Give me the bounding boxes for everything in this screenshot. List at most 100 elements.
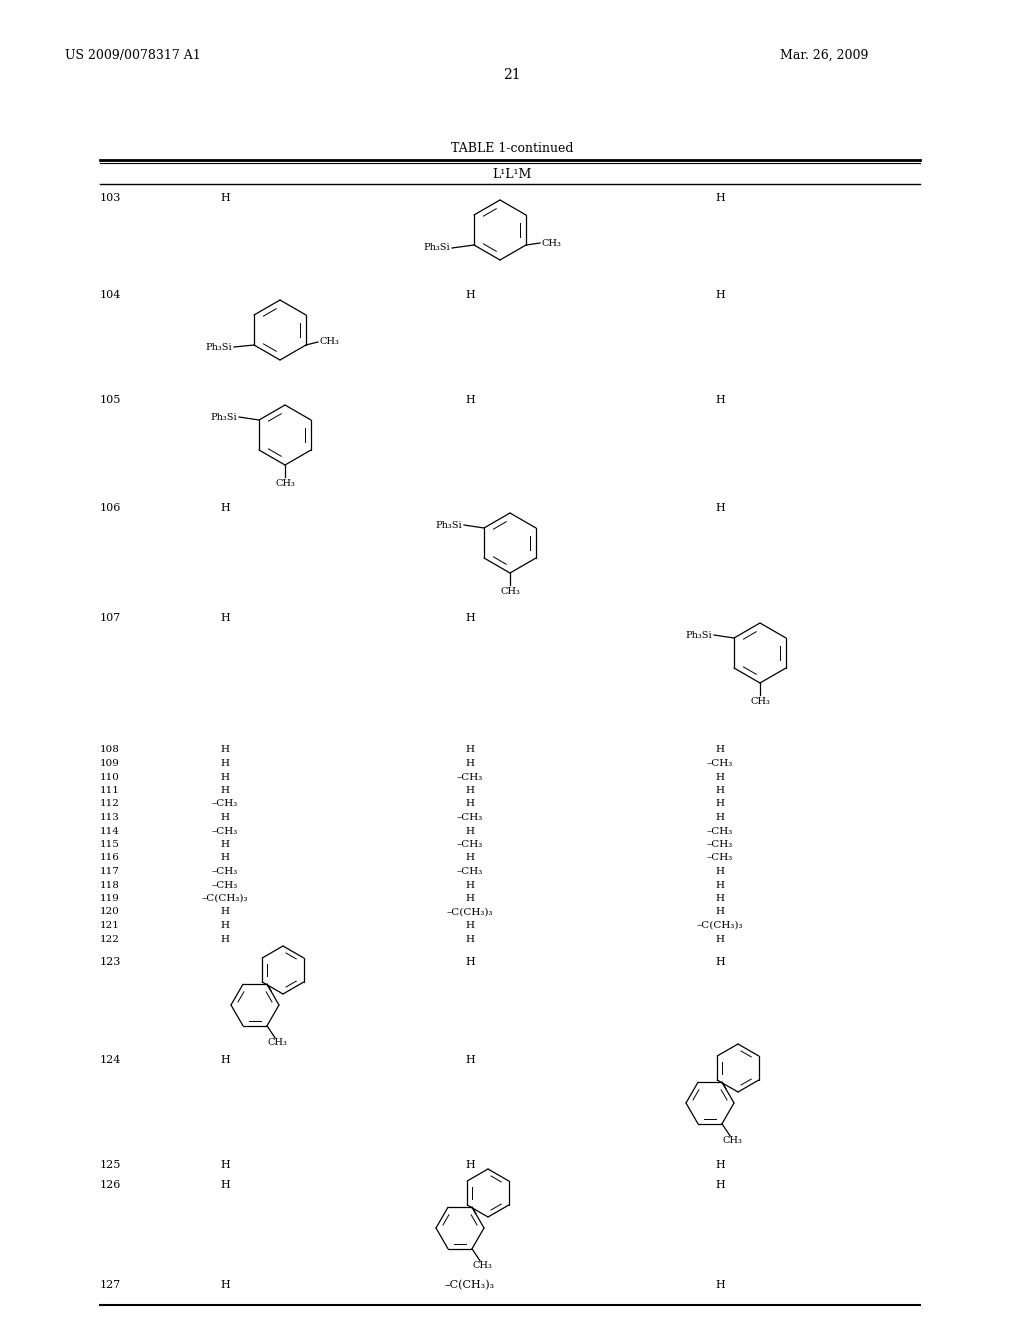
Text: –CH₃: –CH₃ [457,772,483,781]
Text: H: H [220,1055,229,1065]
Text: 113: 113 [100,813,120,822]
Text: H: H [716,746,725,755]
Text: H: H [220,759,229,768]
Text: –CH₃: –CH₃ [707,759,733,768]
Text: H: H [465,612,475,623]
Text: H: H [220,1160,229,1170]
Text: H: H [716,867,725,876]
Text: H: H [220,1180,229,1191]
Text: 112: 112 [100,800,120,808]
Text: H: H [715,503,725,513]
Text: H: H [715,1160,725,1170]
Text: 114: 114 [100,826,120,836]
Text: H: H [716,908,725,916]
Text: H: H [465,395,475,405]
Text: 123: 123 [100,957,122,968]
Text: 115: 115 [100,840,120,849]
Text: 106: 106 [100,503,122,513]
Text: Ph₃Si: Ph₃Si [435,520,462,529]
Text: CH₃: CH₃ [722,1137,742,1146]
Text: H: H [220,612,229,623]
Text: Ph₃Si: Ph₃Si [685,631,712,639]
Text: H: H [715,957,725,968]
Text: H: H [466,746,474,755]
Text: CH₃: CH₃ [319,338,340,346]
Text: H: H [220,1280,229,1290]
Text: CH₃: CH₃ [472,1262,492,1270]
Text: –C(CH₃)₃: –C(CH₃)₃ [445,1280,495,1290]
Text: CH₃: CH₃ [267,1039,287,1047]
Text: –CH₃: –CH₃ [707,826,733,836]
Text: 108: 108 [100,746,120,755]
Text: –CH₃: –CH₃ [707,840,733,849]
Text: CH₃: CH₃ [750,697,770,705]
Text: H: H [716,935,725,944]
Text: H: H [220,746,229,755]
Text: H: H [466,785,474,795]
Text: 117: 117 [100,867,120,876]
Text: CH₃: CH₃ [275,479,295,487]
Text: H: H [466,800,474,808]
Text: 118: 118 [100,880,120,890]
Text: H: H [220,813,229,822]
Text: H: H [466,935,474,944]
Text: US 2009/0078317 A1: US 2009/0078317 A1 [65,49,201,62]
Text: 122: 122 [100,935,120,944]
Text: 116: 116 [100,854,120,862]
Text: H: H [716,894,725,903]
Text: –CH₃: –CH₃ [212,800,239,808]
Text: 107: 107 [100,612,121,623]
Text: Mar. 26, 2009: Mar. 26, 2009 [780,49,868,62]
Text: CH₃: CH₃ [500,586,520,595]
Text: –CH₃: –CH₃ [707,854,733,862]
Text: 121: 121 [100,921,120,931]
Text: H: H [465,957,475,968]
Text: H: H [220,772,229,781]
Text: H: H [220,785,229,795]
Text: H: H [220,908,229,916]
Text: 103: 103 [100,193,122,203]
Text: H: H [465,1160,475,1170]
Text: 21: 21 [503,69,521,82]
Text: H: H [715,1180,725,1191]
Text: CH₃: CH₃ [542,239,562,248]
Text: H: H [715,1280,725,1290]
Text: 105: 105 [100,395,122,405]
Text: H: H [466,894,474,903]
Text: H: H [220,503,229,513]
Text: H: H [220,935,229,944]
Text: H: H [220,854,229,862]
Text: 109: 109 [100,759,120,768]
Text: 119: 119 [100,894,120,903]
Text: 104: 104 [100,290,122,300]
Text: Ph₃Si: Ph₃Si [423,243,450,252]
Text: H: H [716,880,725,890]
Text: –C(CH₃)₃: –C(CH₃)₃ [696,921,743,931]
Text: H: H [466,854,474,862]
Text: TABLE 1-continued: TABLE 1-continued [451,141,573,154]
Text: 124: 124 [100,1055,122,1065]
Text: H: H [716,800,725,808]
Text: H: H [466,880,474,890]
Text: 111: 111 [100,785,120,795]
Text: 110: 110 [100,772,120,781]
Text: H: H [715,290,725,300]
Text: H: H [716,785,725,795]
Text: Ph₃Si: Ph₃Si [206,342,232,351]
Text: –CH₃: –CH₃ [457,813,483,822]
Text: –CH₃: –CH₃ [457,867,483,876]
Text: –CH₃: –CH₃ [212,867,239,876]
Text: –CH₃: –CH₃ [212,826,239,836]
Text: L¹L¹M: L¹L¹M [493,168,531,181]
Text: –C(CH₃)₃: –C(CH₃)₃ [446,908,494,916]
Text: H: H [466,921,474,931]
Text: H: H [220,840,229,849]
Text: H: H [716,772,725,781]
Text: H: H [466,826,474,836]
Text: H: H [716,813,725,822]
Text: H: H [466,759,474,768]
Text: 125: 125 [100,1160,122,1170]
Text: 120: 120 [100,908,120,916]
Text: 127: 127 [100,1280,121,1290]
Text: Ph₃Si: Ph₃Si [210,412,237,421]
